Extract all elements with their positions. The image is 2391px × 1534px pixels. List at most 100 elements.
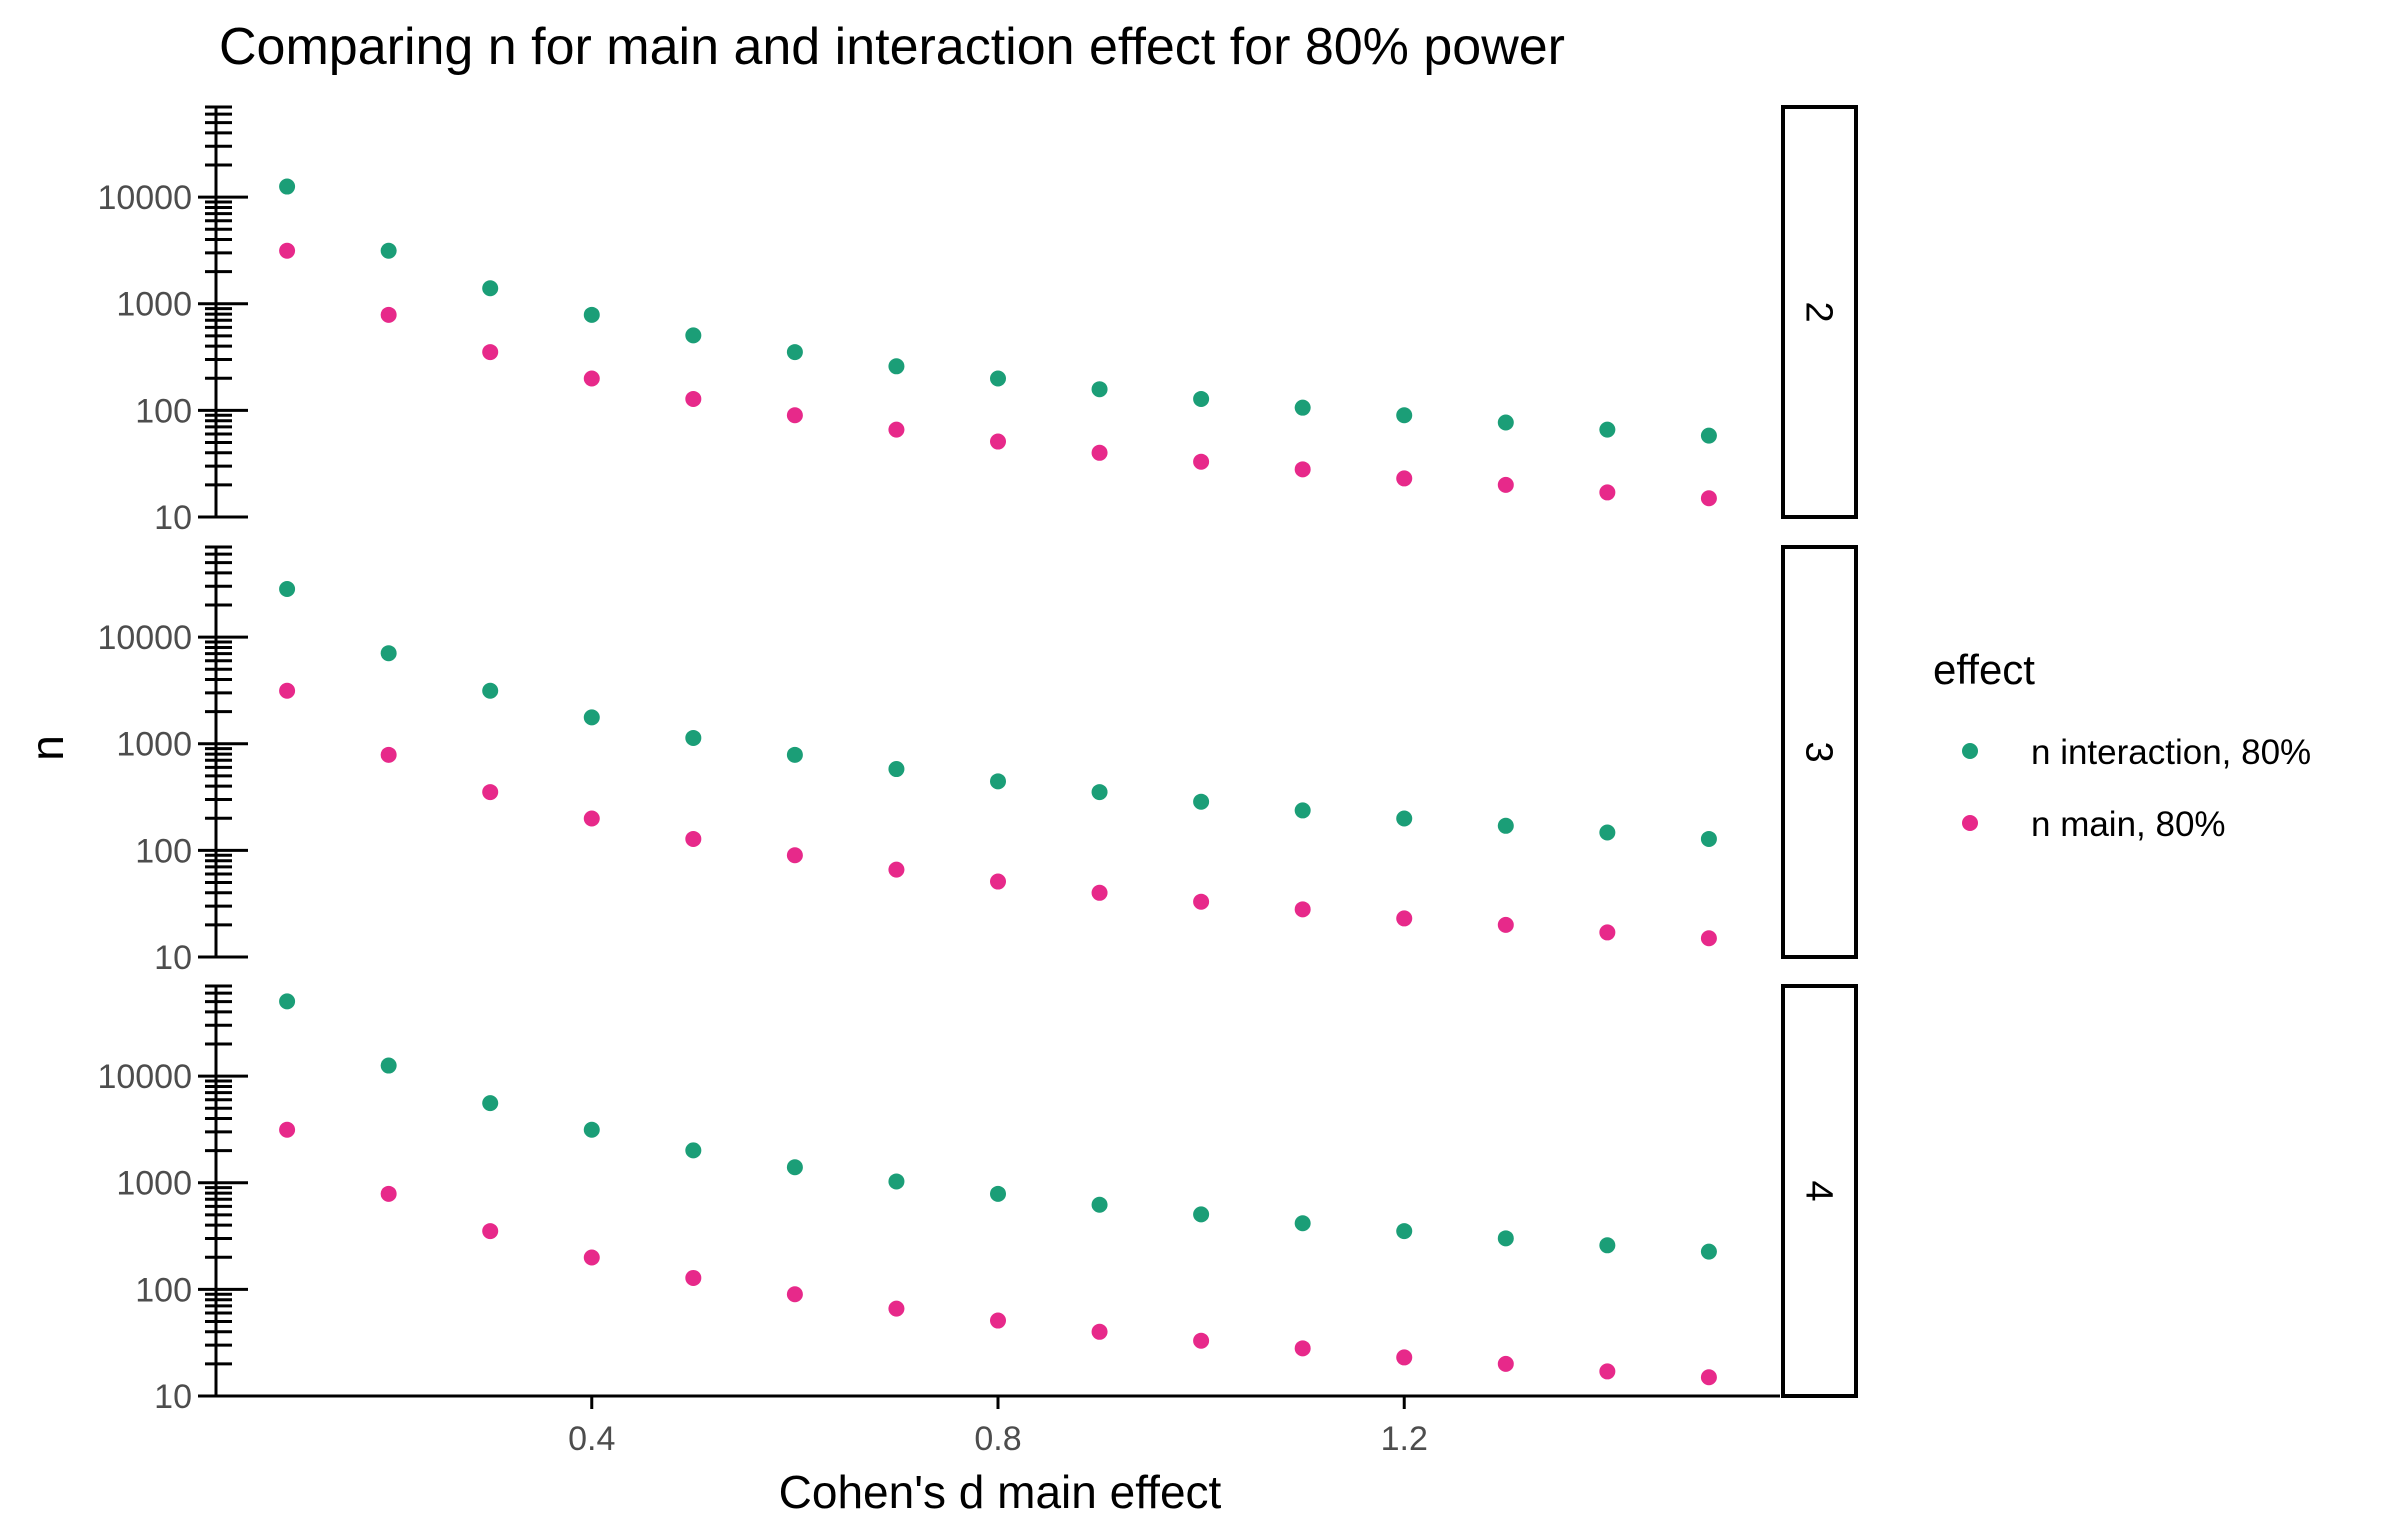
data-point xyxy=(380,746,397,763)
data-point xyxy=(990,873,1006,890)
y-tick-label: 10000 xyxy=(97,1058,192,1096)
data-point xyxy=(1193,453,1210,470)
data-point xyxy=(888,1173,905,1190)
facet-strip xyxy=(1781,984,1858,1398)
legend-key xyxy=(1962,743,1978,759)
data-point xyxy=(1396,1223,1413,1240)
data-point xyxy=(279,242,296,259)
data-point xyxy=(1396,407,1413,424)
data-point xyxy=(1091,1323,1108,1340)
data-point xyxy=(1091,444,1108,461)
data-point xyxy=(786,1159,803,1176)
data-point xyxy=(1294,901,1311,918)
facet-strip xyxy=(1781,105,1858,519)
data-point xyxy=(1497,1355,1514,1372)
facet-strip-label: 3 xyxy=(1798,741,1840,762)
y-tick-label: 10 xyxy=(154,1378,192,1416)
data-point xyxy=(1497,476,1514,493)
x-tick-label: 0.4 xyxy=(568,1420,615,1458)
data-point xyxy=(380,1057,397,1074)
data-point xyxy=(1599,1237,1616,1254)
data-point xyxy=(888,1300,905,1317)
y-tick-label: 100 xyxy=(135,1271,192,1309)
data-point xyxy=(1396,810,1413,827)
data-point xyxy=(1193,893,1210,910)
data-point xyxy=(786,344,803,361)
data-point xyxy=(1599,924,1616,941)
data-point xyxy=(685,1142,702,1159)
data-point xyxy=(1497,817,1514,834)
data-point xyxy=(482,682,499,699)
facet-panels: 1010010001000021010010001000031010010001… xyxy=(97,105,1858,1416)
facet-strip-label: 4 xyxy=(1798,1180,1840,1201)
data-point xyxy=(1294,802,1311,819)
data-point xyxy=(1193,390,1210,407)
data-point xyxy=(279,993,296,1010)
data-point xyxy=(380,242,397,259)
data-point xyxy=(888,358,905,375)
data-point xyxy=(380,306,397,323)
facet-strip-label: 2 xyxy=(1798,301,1840,322)
data-point xyxy=(1497,916,1514,933)
data-point xyxy=(583,306,600,323)
y-tick-label: 10 xyxy=(154,499,192,537)
data-point xyxy=(279,682,296,699)
legend-key xyxy=(1962,815,1978,831)
data-point xyxy=(1193,1206,1210,1223)
series-main xyxy=(279,242,1717,507)
x-tick-label: 1.2 xyxy=(1381,1420,1428,1458)
panel-3: 10 100 1000 10000 3 xyxy=(97,545,1858,977)
data-point xyxy=(685,830,702,847)
data-point xyxy=(1193,1332,1210,1349)
data-point xyxy=(1396,1349,1413,1366)
legend-label: n interaction, 80% xyxy=(2031,733,2311,772)
data-point xyxy=(888,421,905,438)
y-axis-label: n xyxy=(21,735,73,761)
data-point xyxy=(583,1121,600,1138)
data-point xyxy=(990,773,1006,790)
y-tick-label: 1000 xyxy=(116,726,192,764)
legend-title: effect xyxy=(1933,646,2035,693)
y-tick-label: 1000 xyxy=(116,1165,192,1203)
data-point xyxy=(380,645,397,662)
data-point xyxy=(583,1249,600,1266)
y-tick-label: 1000 xyxy=(116,286,192,324)
y-tick-label: 10000 xyxy=(97,619,192,657)
data-point xyxy=(279,581,296,598)
data-point xyxy=(1599,421,1616,438)
data-point xyxy=(1091,1196,1108,1213)
data-point xyxy=(1396,470,1413,487)
data-point xyxy=(1497,1230,1514,1247)
data-point xyxy=(1599,1363,1616,1380)
series-main xyxy=(279,1121,1717,1386)
data-point xyxy=(1294,461,1311,478)
legend: effect n interaction, 80% n main, 80% xyxy=(1933,646,2311,844)
x-tick-label: 0.8 xyxy=(974,1420,1021,1458)
y-tick-label: 10 xyxy=(154,939,192,977)
data-point xyxy=(482,784,499,801)
data-point xyxy=(1294,1215,1311,1232)
data-point xyxy=(583,709,600,726)
legend-label: n main, 80% xyxy=(2031,805,2226,844)
data-point xyxy=(583,810,600,827)
x-axis: 0.4 0.8 1.2 xyxy=(216,1394,1780,1458)
data-point xyxy=(1700,830,1717,847)
data-point xyxy=(1700,1369,1717,1386)
panel-2: 10 100 1000 10000 2 xyxy=(97,105,1858,537)
data-point xyxy=(786,1286,803,1303)
data-point xyxy=(1091,381,1108,398)
data-point xyxy=(990,1185,1006,1202)
x-axis-label: Cohen's d main effect xyxy=(779,1466,1222,1518)
data-point xyxy=(279,178,296,195)
data-point xyxy=(685,390,702,407)
data-point xyxy=(279,1121,296,1138)
data-point xyxy=(1294,399,1311,416)
data-point xyxy=(1599,484,1616,501)
data-point xyxy=(583,370,600,387)
data-point xyxy=(990,1312,1006,1329)
series-interaction xyxy=(279,993,1717,1260)
data-point xyxy=(380,1185,397,1202)
y-tick-label: 100 xyxy=(135,392,192,430)
data-point xyxy=(685,327,702,344)
